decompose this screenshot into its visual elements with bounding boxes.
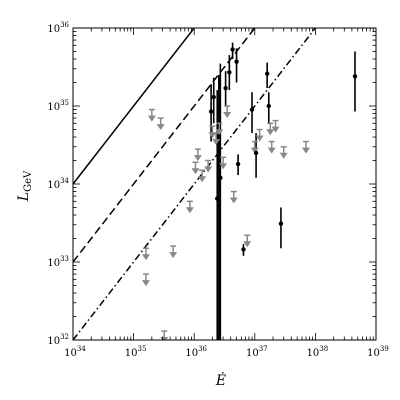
detection-point [223, 85, 228, 91]
x-axis-label-text: Ė [215, 371, 226, 389]
upper-limit-arrowhead [141, 280, 150, 287]
upper-limit-arrowhead [266, 129, 275, 136]
upper-limit-marker [271, 119, 280, 133]
y-tick-label: 1034 [47, 177, 69, 191]
upper-limit-arrowhead [223, 112, 232, 118]
detection-point [278, 221, 284, 226]
y-tick-label: 1035 [47, 99, 69, 113]
y-tick-label: 1033 [47, 255, 69, 269]
upper-limit-marker [185, 200, 194, 214]
upper-limit-marker [208, 125, 217, 139]
upper-limit-marker [204, 159, 213, 173]
upper-limit-arrowhead [255, 135, 264, 142]
detection-point [266, 103, 271, 109]
upper-limit-arrowhead [219, 163, 228, 170]
upper-limit-marker [266, 122, 275, 136]
upper-limit-arrowhead [302, 147, 311, 154]
upper-limit-marker [229, 190, 238, 204]
upper-limit-marker [160, 330, 169, 340]
upper-limit-marker [141, 247, 150, 261]
detection-point [230, 47, 235, 52]
upper-limit-arrowhead [250, 147, 259, 154]
x-tick-label: 1038 [307, 345, 329, 359]
y-tick-label: 1036 [47, 21, 69, 35]
upper-limit-marker [279, 146, 288, 159]
x-tick-label: 1039 [367, 345, 389, 359]
upper-limit-marker [193, 148, 202, 162]
efficiency-line-dashdot [73, 28, 317, 340]
upper-limit-arrowhead [267, 147, 276, 154]
upper-limit-arrowhead [147, 115, 156, 122]
x-tick-label: 1037 [246, 345, 268, 359]
detection-point [264, 71, 270, 76]
upper-limit-arrowhead [191, 168, 200, 175]
y-axis-label: LGeV [16, 170, 34, 202]
upper-limit-arrowhead [229, 197, 238, 204]
upper-limit-arrowhead [279, 152, 288, 159]
detection-point [216, 107, 222, 112]
upper-limit-marker [198, 169, 207, 183]
svg-text:LGeV: LGeV [16, 170, 34, 202]
x-tick-label: 1035 [125, 345, 147, 359]
detection-point [253, 150, 259, 156]
upper-limit-arrowhead [243, 241, 252, 248]
upper-limit-arrowhead [271, 126, 280, 133]
plot-frame [72, 27, 377, 341]
y-tick-label: 1032 [47, 333, 69, 347]
upper-limit-marker [141, 273, 150, 287]
upper-limit-arrowhead [141, 254, 150, 261]
upper-limit-marker [267, 140, 276, 154]
upper-limit-arrowhead [198, 176, 207, 183]
detection-point [234, 59, 239, 64]
detection-point [215, 196, 220, 201]
upper-limit-arrowhead [215, 129, 224, 136]
upper-limit-arrowhead [185, 207, 194, 214]
detection-point [241, 247, 246, 252]
upper-limit-marker [302, 140, 311, 154]
upper-limit-marker [169, 245, 178, 259]
detection-point [235, 161, 241, 167]
upper-limit-arrowhead [156, 124, 165, 131]
x-tick-label: 1036 [185, 345, 207, 359]
upper-limit-arrowhead [193, 155, 202, 162]
detection-point [211, 94, 216, 100]
upper-limit-arrowhead [204, 166, 213, 173]
upper-limit-marker [250, 140, 259, 154]
detection-point [208, 109, 214, 114]
upper-limit-marker [156, 117, 165, 131]
efficiency-line-solid [73, 28, 196, 185]
upper-limit-marker [215, 122, 224, 136]
upper-limit-marker [255, 128, 264, 142]
detection-point [352, 74, 358, 79]
x-axis-label: Ė [215, 371, 226, 389]
efficiency-line-dashed [73, 28, 256, 263]
upper-limit-marker [147, 108, 156, 122]
upper-limit-marker [223, 105, 232, 118]
detection-point [218, 175, 223, 181]
x-tick-label: 1034 [64, 345, 86, 359]
detection-point [227, 70, 232, 75]
detection-point [249, 107, 255, 112]
upper-limit-marker [243, 234, 252, 248]
upper-limit-arrowhead [212, 139, 221, 146]
upper-limit-marker [191, 161, 200, 175]
upper-limit-marker [219, 156, 228, 170]
upper-limit-arrowhead [169, 252, 178, 259]
